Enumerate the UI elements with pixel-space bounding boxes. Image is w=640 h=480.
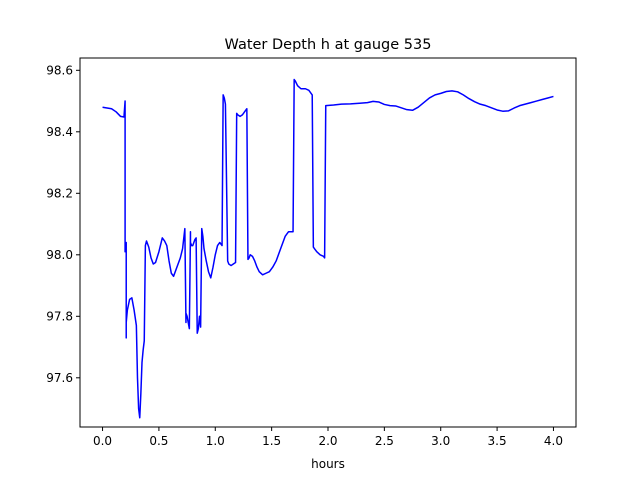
y-tick-label: 97.8 bbox=[46, 309, 73, 323]
series-layer bbox=[102, 78, 554, 419]
ticks-layer: 0.0 0.5 1.0 1.5 2.0 2.5 3.0 3.5 4.0 97.6 97.8 98.0 9… bbox=[46, 63, 563, 448]
series-line bbox=[102, 78, 554, 419]
y-tick-label: 98.2 bbox=[46, 186, 73, 200]
y-tick-label: 98.4 bbox=[46, 125, 73, 139]
y-tick-label: 98.0 bbox=[46, 248, 73, 262]
plot-frame bbox=[79, 57, 577, 428]
x-tick-label: 1.5 bbox=[262, 434, 281, 448]
x-tick-label: 2.5 bbox=[375, 434, 394, 448]
x-tick-label: 3.0 bbox=[431, 434, 450, 448]
y-tick-label: 98.6 bbox=[46, 63, 73, 77]
x-tick-label: 0.0 bbox=[93, 434, 112, 448]
x-tick-label: 1.0 bbox=[206, 434, 225, 448]
x-tick-label: 0.5 bbox=[149, 434, 168, 448]
x-tick-label: 2.0 bbox=[318, 434, 337, 448]
chart-title: Water Depth h at gauge 535 bbox=[225, 37, 432, 53]
x-tick-label: 3.5 bbox=[488, 434, 507, 448]
x-tick-label: 4.0 bbox=[544, 434, 563, 448]
y-tick-label: 97.6 bbox=[46, 371, 73, 385]
x-axis-label: hours bbox=[311, 457, 345, 471]
